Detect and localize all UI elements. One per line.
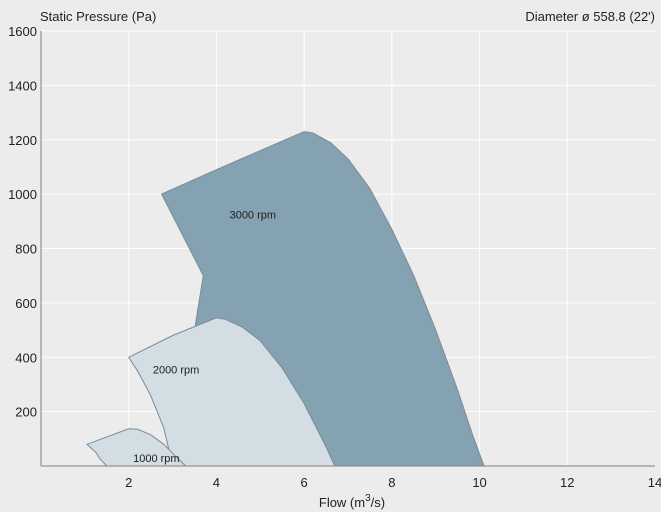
x-tick-label-6: 6 bbox=[301, 475, 308, 490]
y-tick-label-200: 200 bbox=[15, 405, 37, 420]
tick-labels: 2 4 6 8 10 12 14 200 400 600 800 1000 1200 1400 1600 bbox=[8, 24, 661, 490]
y-tick-label-1000: 1000 bbox=[8, 187, 37, 202]
label-1000-rpm: 1000 rpm bbox=[133, 453, 179, 465]
axes bbox=[40, 31, 655, 467]
label-3000-rpm: 3000 rpm bbox=[230, 210, 276, 222]
y-tick-label-1600: 1600 bbox=[8, 24, 37, 39]
x-tick-label-4: 4 bbox=[213, 475, 220, 490]
x-tick-label-12: 12 bbox=[560, 475, 574, 490]
area-1000-rpm bbox=[86, 428, 187, 467]
x-tick-label-10: 10 bbox=[472, 475, 486, 490]
diameter-note: Diameter ø 558.8 (22') bbox=[525, 9, 655, 24]
grid-lines bbox=[41, 30, 655, 466]
y-tick-label-600: 600 bbox=[15, 296, 37, 311]
y-tick-label-400: 400 bbox=[15, 350, 37, 365]
curve-labels: 3000 rpm 2000 rpm 1000 rpm bbox=[133, 210, 276, 465]
x-tick-label-14: 14 bbox=[648, 475, 661, 490]
y-axis-title: Static Pressure (Pa) bbox=[40, 9, 156, 24]
x-axis-title: Flow (m3/s) bbox=[319, 493, 385, 510]
label-2000-rpm: 2000 rpm bbox=[153, 365, 199, 377]
area-2000-rpm bbox=[127, 317, 336, 467]
y-tick-label-800: 800 bbox=[15, 242, 37, 257]
y-tick-label-1400: 1400 bbox=[8, 78, 37, 93]
y-tick-label-1200: 1200 bbox=[8, 133, 37, 148]
curve-areas bbox=[86, 131, 485, 467]
x-tick-label-2: 2 bbox=[125, 475, 132, 490]
x-tick-label-8: 8 bbox=[388, 475, 395, 490]
